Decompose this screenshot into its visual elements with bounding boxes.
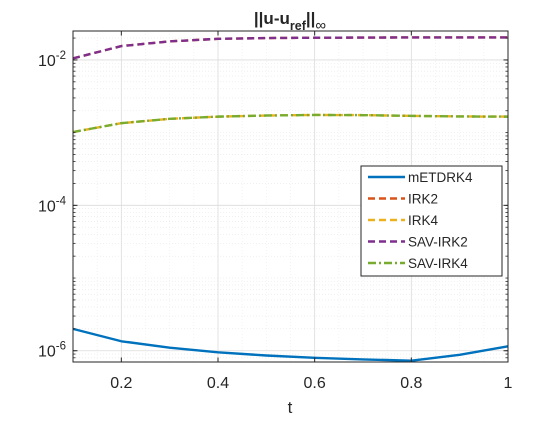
y-tick-label: 10-2 <box>38 50 66 70</box>
tick-marks <box>73 31 509 363</box>
series-line-sav-irk4 <box>72 113 509 134</box>
x-tick-label: 0.4 <box>207 375 229 392</box>
title-after: || <box>306 9 316 28</box>
chart-title: ||u-uref||∞ <box>254 9 326 34</box>
legend-label-irk2: IRK2 <box>408 192 438 207</box>
legend-label-irk4: IRK4 <box>408 213 439 228</box>
x-tick-label: 0.2 <box>110 375 132 392</box>
series-line-sav-irk2 <box>72 36 508 60</box>
legend-label-sav-irk4: SAV-IRK4 <box>408 256 468 271</box>
x-tick-label: 1 <box>504 375 513 392</box>
title-base: ||u-u <box>254 9 290 28</box>
legend-label-sav-irk2: SAV-IRK2 <box>408 235 468 250</box>
x-tick-label: 0.8 <box>400 375 422 392</box>
legend: mETDRK4 IRK2 IRK4 SAV-IRK2 SAV-IRK4 <box>360 165 503 277</box>
title-sub-after: ∞ <box>315 17 326 34</box>
series-layer <box>72 36 509 362</box>
series-line-metdrk4 <box>72 327 509 362</box>
title-subscript: ref <box>290 19 307 33</box>
axes-box <box>72 30 509 363</box>
legend-label-metdrk4: mETDRK4 <box>408 170 473 185</box>
y-tick-label: 10-6 <box>38 341 66 361</box>
y-tick-labels: 10-6 10-4 10-2 <box>38 50 67 361</box>
y-tick-label: 10-4 <box>38 195 67 215</box>
x-tick-label: 0.6 <box>304 375 326 392</box>
x-tick-labels: 0.2 0.4 0.6 0.8 1 <box>110 375 512 392</box>
x-axis-label: t <box>288 398 293 417</box>
